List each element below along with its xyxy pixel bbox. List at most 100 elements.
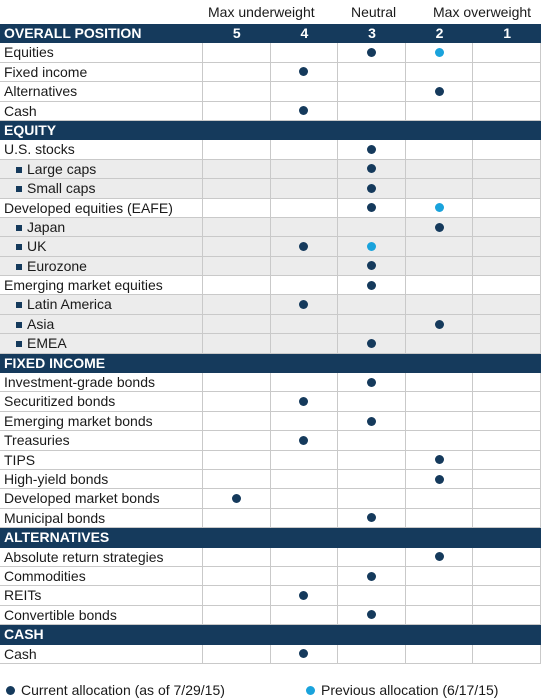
row-label-text: ALTERNATIVES [4,529,110,546]
row-label: EMEA [0,334,203,353]
row-label: REITs [0,586,203,605]
rating-cell [271,159,339,179]
row-label: Alternatives [0,82,203,101]
rating-cell [406,528,474,547]
section-title: CASH [0,625,203,644]
rating-cell [473,217,541,237]
current-dot-icon [6,686,15,695]
table-row: Japan [0,217,541,238]
rating-cell [473,528,541,547]
row-label-text: Equities [4,44,54,61]
rating-cell [406,334,474,353]
row-label: Latin America [0,295,203,314]
rating-cell [338,644,406,663]
rating-cell [271,256,339,276]
rating-cell [338,411,406,431]
current-allocation-dot [434,222,444,232]
max-overweight-label: Max overweight [433,4,532,20]
current-allocation-dot [366,261,376,271]
rating-cell [473,198,541,217]
rating-cell [203,431,271,450]
rating-cell [271,43,339,62]
rating-cell [338,373,406,392]
rating-cell [473,625,541,644]
rating-cell [271,625,339,644]
rating-cell [203,198,271,217]
square-bullet-icon [16,263,22,270]
section-header-row: ALTERNATIVES [0,528,541,548]
rating-cell [473,256,541,276]
rating-column-header: 2 [435,25,444,41]
rating-cell [271,411,339,431]
row-label: Fixed income [0,62,203,82]
rating-cell [473,566,541,586]
rating-cell [338,276,406,295]
table-row: Investment-grade bonds [0,373,541,393]
rating-cell [473,295,541,314]
rating-cell [271,547,339,566]
row-label-text: TIPS [4,451,36,468]
rating-cell [338,43,406,62]
rating-cell: 1 [473,24,541,43]
row-label: Small caps [0,179,203,198]
table-row: Asia [0,314,541,335]
rating-cell [271,179,339,198]
current-allocation-dot [366,203,376,213]
rating-cell [338,625,406,644]
rating-column-header: 1 [503,25,512,41]
rating-cell [271,431,339,450]
rating-cell [271,121,339,140]
rating-cell [338,140,406,159]
section-title: FIXED INCOME [0,354,203,373]
rating-cell [203,121,271,140]
rating-cell [406,217,474,237]
rating-column-header: 5 [232,25,241,41]
rating-cell [203,528,271,547]
square-bullet-icon [16,166,22,173]
rating-cell [203,566,271,586]
rating-cell [271,450,339,469]
row-label-text: Commodities [4,567,86,584]
rating-cell [406,373,474,392]
current-allocation-dot [366,164,376,174]
row-label-text: Eurozone [27,257,87,274]
rating-cell [203,547,271,566]
rating-cell [338,237,406,256]
rating-cell [338,295,406,314]
rating-column-header: 3 [368,25,376,41]
row-label-text: REITs [4,587,42,604]
row-label-text: Latin America [27,296,112,313]
rating-cell [338,217,406,237]
row-label-text: UK [27,238,47,255]
current-allocation-dot [366,377,376,387]
rating-cell [203,62,271,82]
rating-cell [473,373,541,392]
row-label: Convertible bonds [0,605,203,625]
rating-cell [473,508,541,528]
rating-cell [406,237,474,256]
rating-cell [473,489,541,508]
max-underweight-label: Max underweight [208,4,315,20]
rating-cell [271,217,339,237]
rating-cell [338,334,406,353]
rating-cell: 3 [338,24,406,43]
row-label-text: Large caps [27,160,97,177]
rating-cell [338,101,406,120]
current-allocation-dot [366,610,376,620]
rating-cell [203,354,271,373]
current-allocation-dot [299,106,309,116]
rating-cell [271,334,339,353]
row-label-text: Emerging market bonds [4,412,153,429]
table-row: Eurozone [0,256,541,277]
allocation-table: OVERALL POSITION 5 4 3 2 1 Equities Fixed incom… [0,24,541,664]
rating-cell [338,605,406,625]
row-label: Eurozone [0,256,203,276]
rating-cell [473,237,541,256]
rating-cell [203,314,271,334]
rating-cell [271,528,339,547]
current-allocation-dot [366,338,376,348]
rating-cell [203,469,271,489]
previous-allocation-dot [366,241,376,251]
rating-cell [271,392,339,411]
rating-cell [473,392,541,411]
